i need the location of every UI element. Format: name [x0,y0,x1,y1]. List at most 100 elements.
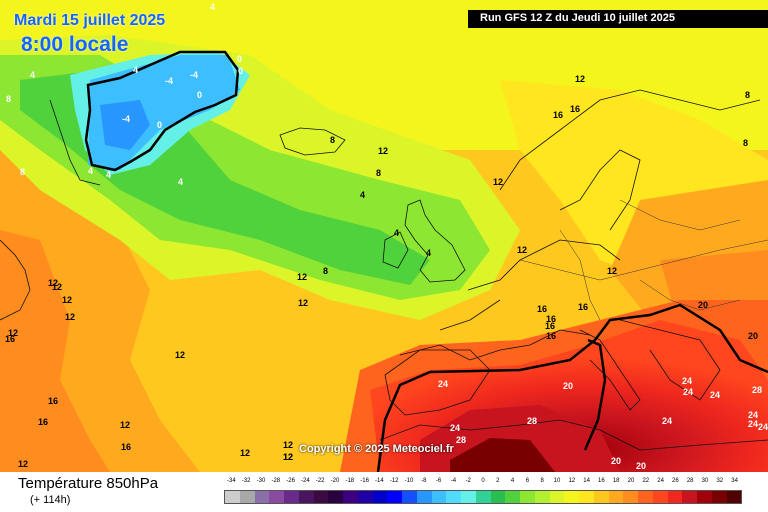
scale-label: -14 [375,478,384,484]
scale-label: 18 [612,478,620,484]
scale-label: 24 [657,478,664,484]
scale-label: 2 [496,478,500,484]
contour-label: 16 [5,334,15,344]
scale-label: -22 [315,478,325,484]
scale-label: -12 [389,478,399,484]
scale-label: -34 [227,478,236,484]
scale-swatch [564,491,579,503]
contour-label: 12 [517,245,527,255]
scale-swatch [446,491,461,503]
scale-swatch [461,491,476,503]
scale-swatch [579,491,594,503]
contour-label: 12 [378,146,388,156]
contour-label: 20 [698,300,708,310]
scale-label: 22 [642,478,650,484]
contour-label: 20 [636,461,646,471]
contour-label: 24 [450,423,460,433]
contour-label: 20 [563,381,573,391]
contour-label: 0 [197,90,202,100]
scale-swatch [254,491,270,503]
contour-label: 12 [283,440,293,450]
scale-label: -2 [465,478,471,484]
scale-swatch [608,491,624,503]
contour-label: 16 [48,396,58,406]
contour-label: -4 [122,114,130,124]
contour-label: 12 [607,266,617,276]
scale-label: -20 [330,478,340,484]
contour-label: 16 [546,314,556,324]
scale-label: 28 [686,478,694,484]
scale-label: -28 [271,478,281,484]
scale-swatch [652,491,668,503]
contour-label: 28 [752,385,762,395]
scale-label: -26 [286,478,295,484]
contour-label: 4 [30,70,35,80]
color-scale: -34 -32 -30 -28 -26 -24 -22 -20 -18 -16 -14 -12 -10-… [224,478,742,508]
contour-label: 8 [6,94,11,104]
scale-label: -4 [450,478,457,484]
contour-label: 16 [545,321,555,331]
scale-label: 14 [583,478,590,484]
contour-label: 4 [210,2,215,12]
contour-label: 12 [175,350,185,360]
zone-16-southwest [0,230,110,472]
contour-label: 8 [743,138,748,148]
contour-label: 12 [283,452,293,462]
contour-label: 24 [682,376,692,386]
scale-swatch [402,491,417,503]
coast-greenland-west [49,99,101,186]
contour-label: 8 [330,135,335,145]
scale-swatch [313,491,329,503]
coast-continent [399,239,621,361]
scale-swatch [638,491,653,503]
scale-swatch [697,491,712,503]
contour-label: 16 [121,442,131,452]
contour-label: 12 [48,278,58,288]
greenland-cold-center [100,100,150,150]
copyright-notice: Copyright © 2025 Meteociel.fr [299,443,454,455]
map-valid-date: Mardi 15 juillet 2025 [14,12,166,29]
contour-label: 0 [157,120,162,130]
contour-label: 24 [710,390,720,400]
contour-label: 4 [360,190,365,200]
contour-label: 24 [748,419,758,429]
contour-label: 12 [18,459,28,469]
scale-swatch [239,491,255,503]
scale-swatch [593,491,609,503]
color-scale-labels: -34 -32 -30 -28 -26 -24 -22 -20 -18 -16 -14 -12 -10-… [224,478,742,488]
contour-label: 4 [394,228,399,238]
scale-label: 0 [481,478,485,484]
greenland-outline [84,50,240,172]
contour-label: 0 [237,54,242,64]
parameter-title: Température 850hPa [18,475,159,492]
scale-label: 32 [716,478,724,484]
forecast-lead-time: (+ 114h) [30,494,71,506]
contour-label: 8 [745,90,750,100]
scale-label: 6 [525,478,530,484]
contour-label: 4 [133,65,138,75]
scale-swatch [328,491,343,503]
coast-africa [379,419,768,451]
contour-label: 24 [438,379,448,389]
scale-label: 4 [510,478,515,484]
contour-label: 12 [240,448,250,458]
scale-label: -18 [345,478,355,484]
border-lines-1 [519,239,768,281]
scale-swatch [387,491,402,503]
scale-label: 20 [627,478,635,484]
contour-label: 12 [297,272,307,282]
scale-swatch [284,491,299,503]
scale-swatch [505,491,520,503]
scale-label: -16 [360,478,369,484]
coastlines [0,89,768,451]
coast-iceland [279,127,346,156]
run-info-box: Run GFS 12 Z du Jeudi 10 juillet 2025 [468,10,768,28]
contour-label: 24 [758,422,768,432]
contour-label: 16 [38,417,48,427]
contour-label: 4 [88,166,93,176]
coast-britain [404,199,466,283]
scale-label: 8 [540,478,544,484]
contour-label: 4 [106,170,111,180]
contour-label: 28 [456,435,466,445]
